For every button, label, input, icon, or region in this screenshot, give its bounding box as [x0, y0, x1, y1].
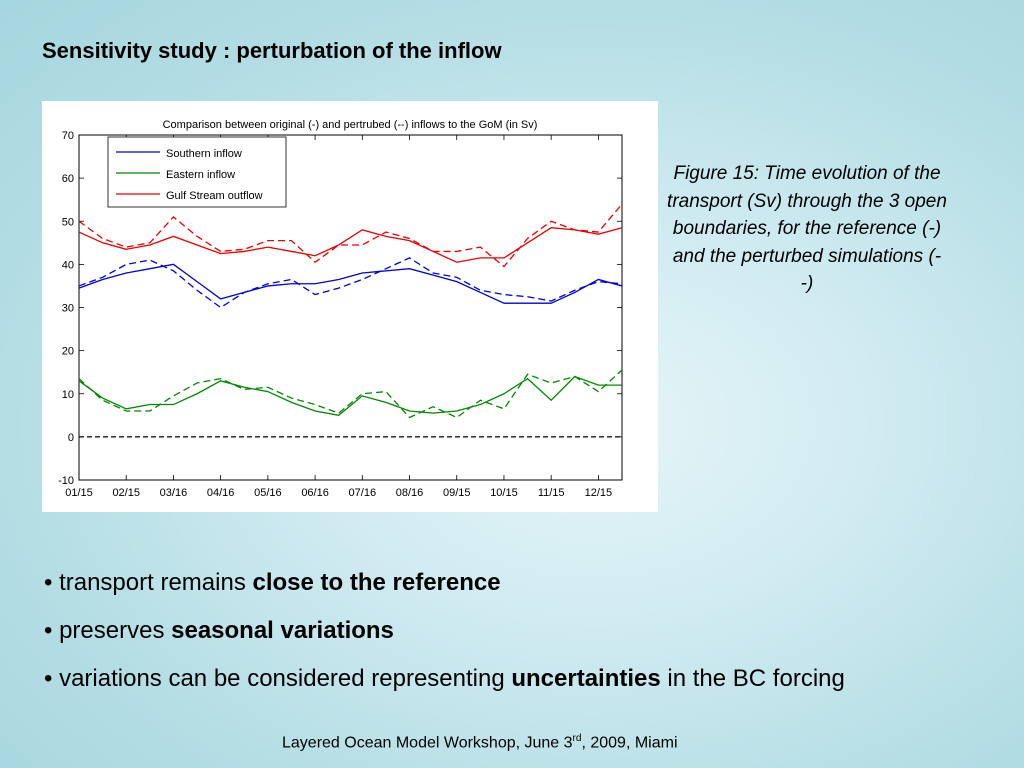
legend-box	[107, 136, 287, 208]
y-tick-label: 40	[62, 259, 74, 271]
bullet-item: • variations can be considered represent…	[44, 663, 845, 711]
legend-label-gulf-stream: Gulf Stream outflow	[166, 190, 263, 202]
y-tick-label: 70	[62, 130, 74, 142]
bullet-marker: •	[44, 569, 53, 596]
x-tick-label: 08/16	[396, 487, 424, 499]
bullet-text-after: in the BC forcing	[660, 665, 845, 692]
x-tick-label: 01/15	[65, 487, 93, 499]
series-lines	[78, 203, 623, 438]
series-line-3	[78, 369, 623, 419]
x-tick-label: 02/15	[112, 487, 140, 499]
chart: Comparison between original (-) and pert…	[42, 101, 658, 512]
bullet-item: • transport remains close to the referen…	[44, 567, 845, 615]
series-line-0	[78, 263, 623, 304]
bullet-text: preserves	[59, 617, 172, 644]
y-tick-label: 20	[62, 346, 74, 358]
legend: Southern inflow Eastern inflow Gulf Stre…	[107, 136, 287, 208]
bullet-emphasis: uncertainties	[511, 665, 661, 692]
bullet-list: • transport remains close to the referen…	[44, 567, 845, 711]
footer-text-after: , 2009, Miami	[581, 734, 678, 752]
legend-label-southern: Southern inflow	[166, 148, 242, 160]
x-tick-label: 11/15	[538, 487, 565, 499]
bullet-text: variations can be considered representin…	[59, 665, 512, 692]
axis-ticks: -10 0 10 20 30 40 50 60 70 01/15 02/15 03/16 04/16 05…	[58, 130, 622, 499]
chart-svg: Comparison between original (-) and pert…	[58, 119, 623, 499]
footer-sup: rd	[572, 733, 582, 744]
footer: Layered Ocean Model Workshop, June 3rd, …	[282, 733, 678, 752]
y-tick-label: 10	[62, 389, 74, 401]
bullet-marker: •	[44, 617, 53, 644]
series-line-1	[78, 257, 623, 309]
y-tick-label: 30	[62, 303, 74, 315]
chart-title: Comparison between original (-) and pert…	[163, 119, 538, 131]
slide-title: Sensitivity study : perturbation of the …	[42, 38, 502, 63]
figure-caption: Figure 15: Time evolution of the transpo…	[667, 163, 947, 294]
x-tick-label: 09/15	[443, 487, 471, 499]
x-tick-label: 03/16	[160, 487, 188, 499]
x-tick-label: 06/16	[301, 487, 329, 499]
bullet-item: • preserves seasonal variations	[44, 615, 845, 663]
y-tick-label: 0	[68, 432, 74, 444]
x-tick-label: 07/16	[349, 487, 377, 499]
x-tick-label: 04/16	[207, 487, 235, 499]
bullet-marker: •	[44, 665, 53, 692]
footer-text: Layered Ocean Model Workshop, June 3	[282, 734, 573, 752]
x-tick-label: 05/16	[254, 487, 282, 499]
legend-label-eastern: Eastern inflow	[166, 169, 235, 181]
y-tick-label: 50	[62, 216, 74, 228]
x-tick-label: 10/15	[490, 487, 518, 499]
bullet-emphasis: seasonal variations	[171, 617, 394, 644]
x-tick-label: 12/15	[585, 487, 613, 499]
bullet-emphasis: close to the reference	[252, 569, 501, 596]
series-line-2	[78, 375, 622, 417]
y-tick-label: 60	[62, 173, 74, 185]
series-line-4	[78, 227, 623, 263]
bullet-text: transport remains	[59, 569, 253, 596]
y-tick-label: -10	[58, 475, 74, 487]
